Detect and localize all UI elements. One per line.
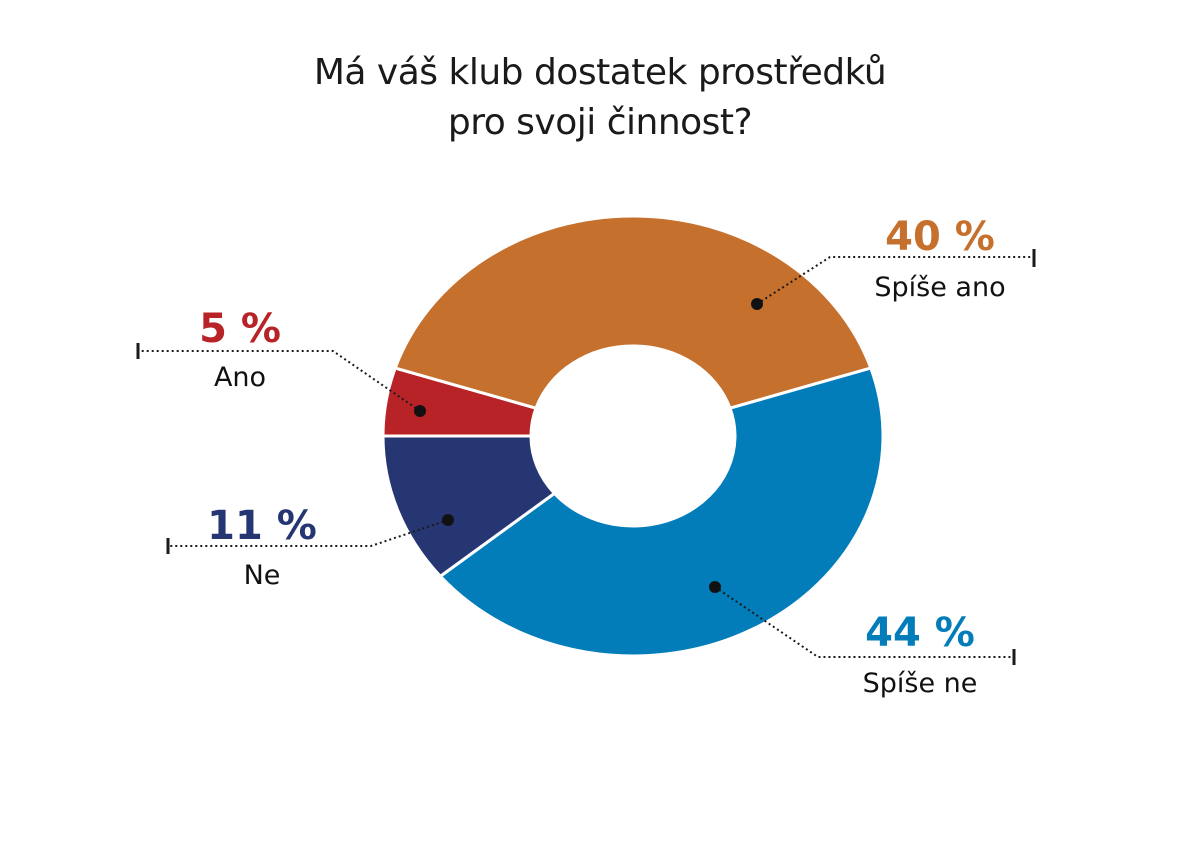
data-label-spise-ne: 44 % xyxy=(865,610,975,656)
callout-line-ne xyxy=(168,519,449,547)
callout-line-spise-ano xyxy=(756,256,1034,305)
labels-layer: 5 % Ano 40 % Spíše ano 44 % Spíše ne 11 % Ne xyxy=(199,214,1006,699)
callout-dot-spise-ne xyxy=(709,581,721,593)
callout-line-ano xyxy=(138,350,421,412)
category-label-ne: Ne xyxy=(244,560,281,591)
data-label-spise-ano: 40 % xyxy=(885,214,995,260)
slices-layer xyxy=(381,214,885,658)
callout-dot-spise-ano xyxy=(751,298,763,310)
data-label-ne: 11 % xyxy=(207,503,317,549)
callout-line-spise-ne xyxy=(714,586,1014,658)
slice-ne xyxy=(381,434,556,578)
category-label-ano: Ano xyxy=(214,362,266,393)
callouts-layer xyxy=(136,249,1036,665)
category-label-spise-ne: Spíše ne xyxy=(863,668,978,699)
chart-title: Má váš klub dostatek prostředků pro svoj… xyxy=(0,48,1200,148)
callout-dot-ne xyxy=(442,514,454,526)
slice-spise-ano xyxy=(393,214,873,410)
data-label-ano: 5 % xyxy=(199,306,281,352)
slice-spise-ne xyxy=(438,366,885,658)
chart-title-line-1: Má váš klub dostatek prostředků xyxy=(313,52,887,93)
callout-dot-ano xyxy=(414,405,426,417)
chart-title-line-2: pro svoji činnost? xyxy=(447,102,753,143)
category-label-spise-ano: Spíše ano xyxy=(874,272,1005,303)
